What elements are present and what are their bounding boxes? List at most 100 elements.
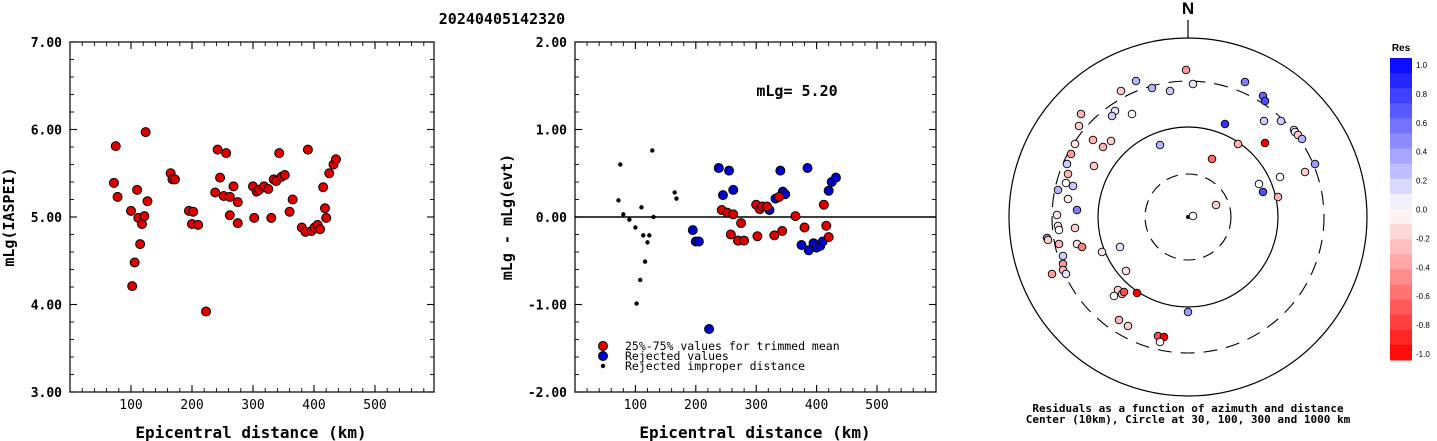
trimmed-point <box>790 211 801 222</box>
trimmed-point <box>818 199 829 210</box>
xtick-label: 400 <box>302 398 325 413</box>
colorbar-swatch <box>1390 133 1412 150</box>
improper-point <box>641 233 646 238</box>
residual-point <box>1183 307 1193 317</box>
residual-point <box>1258 187 1268 197</box>
colorbar-swatch <box>1390 58 1412 74</box>
residual-point <box>1165 86 1175 96</box>
colorbar-swatch <box>1390 148 1412 165</box>
residual-point <box>1066 149 1076 159</box>
rejected-point <box>728 184 739 195</box>
improper-point <box>647 233 652 238</box>
data-point <box>330 154 341 165</box>
data-point <box>139 211 150 222</box>
polar-caption-line1: Residuals as a function of azimuth and d… <box>1032 402 1344 415</box>
polar-circle-300km <box>1051 80 1325 354</box>
residual-point <box>1077 242 1087 252</box>
left-plot-xlabel: Epicentral distance (km) <box>135 423 366 441</box>
rejected-point <box>823 185 834 196</box>
colorbar-swatch <box>1390 178 1412 195</box>
rejected-point <box>693 236 704 247</box>
data-point <box>224 210 235 221</box>
data-point <box>142 196 153 207</box>
trimmed-point <box>762 201 773 212</box>
residual-point <box>1188 211 1198 221</box>
colorbar-tick-label: -0.8 <box>1416 321 1430 330</box>
data-point <box>193 219 204 230</box>
residual-point <box>1089 161 1099 171</box>
residual-point <box>1058 251 1068 261</box>
improper-point <box>621 212 626 217</box>
data-point <box>201 306 212 317</box>
ytick-label: -2.00 <box>528 386 567 401</box>
trimmed-point <box>799 222 810 233</box>
colorbar-tick-label: 1.0 <box>1416 61 1428 70</box>
colorbar-tick-label: -1.0 <box>1416 350 1430 359</box>
data-point <box>126 205 136 216</box>
rejected-point <box>830 172 841 183</box>
ytick-label: 5.00 <box>31 211 62 226</box>
legend-marker-rejected <box>598 351 608 361</box>
residual-point <box>1070 223 1080 233</box>
ytick-label: 3.00 <box>31 386 62 401</box>
data-point <box>108 177 119 188</box>
ytick-label: 7.00 <box>31 36 62 51</box>
rejected-point <box>717 190 728 201</box>
residual-point <box>1254 179 1264 189</box>
colorbar-swatch <box>1390 329 1412 346</box>
residual-point <box>1127 109 1137 119</box>
ytick-label: 0.00 <box>536 211 567 226</box>
residual-point <box>1119 287 1129 297</box>
data-point <box>324 168 335 179</box>
residual-point <box>1155 140 1165 150</box>
improper-point <box>651 214 656 220</box>
rejected-point <box>713 163 724 173</box>
colorbar-swatch <box>1390 284 1412 301</box>
residual-point <box>1297 134 1307 144</box>
residual-legend: 25%-75% values for trimmed mean Rejected… <box>598 339 840 373</box>
colorbar-swatch <box>1390 254 1412 270</box>
improper-point <box>634 301 639 306</box>
residual-point <box>1115 242 1125 252</box>
residual-point <box>1273 192 1283 202</box>
xtick-label: 100 <box>119 398 142 413</box>
rejected-point <box>775 165 786 176</box>
colorbar-swatch <box>1390 299 1412 316</box>
trimmed-point <box>821 220 832 231</box>
data-point <box>221 148 232 159</box>
colorbar-swatch <box>1390 209 1412 225</box>
left-plot-ylabel: mLg(IASPEI) <box>0 167 18 266</box>
data-point <box>319 203 330 214</box>
legend-marker-trimmed <box>598 341 608 351</box>
improper-point <box>650 148 655 153</box>
residual-point <box>1061 178 1071 188</box>
improper-point <box>639 205 644 210</box>
rejected-point <box>796 240 807 250</box>
data-point <box>315 224 326 235</box>
residual-point <box>1233 139 1243 149</box>
residual-point <box>1074 121 1084 131</box>
data-point <box>279 170 290 180</box>
residual-point <box>1076 109 1086 119</box>
residual-point <box>1131 76 1141 86</box>
residual-point <box>1310 159 1320 169</box>
figure-title: 20240405142320 <box>439 10 565 28</box>
colorbar-swatch <box>1390 103 1412 119</box>
polar-caption-line2: Center (10km), Circle at 30, 100, 300 an… <box>1026 413 1351 426</box>
polar-circle-100km <box>1097 126 1279 308</box>
residual-point <box>1098 142 1108 152</box>
xtick-label: 300 <box>744 398 767 413</box>
data-point <box>318 182 329 193</box>
residual-plot: 2.00 1.00 0.00 -1.00 -2.00 100 200 300 400 500 m… <box>498 36 937 441</box>
colorbar-swatches <box>1390 58 1412 361</box>
colorbar-swatch <box>1390 88 1412 104</box>
residual-point <box>1068 181 1078 191</box>
colorbar-tick-label: -0.4 <box>1416 263 1430 272</box>
colorbar-swatch <box>1390 314 1412 331</box>
colorbar-tick-label: -0.6 <box>1416 292 1430 301</box>
data-point <box>274 148 285 159</box>
legend-label-trimmed: 25%-75% values for trimmed mean <box>625 339 840 353</box>
colorbar-swatch <box>1390 118 1412 134</box>
residual-point <box>1063 169 1073 179</box>
data-point <box>140 127 151 138</box>
